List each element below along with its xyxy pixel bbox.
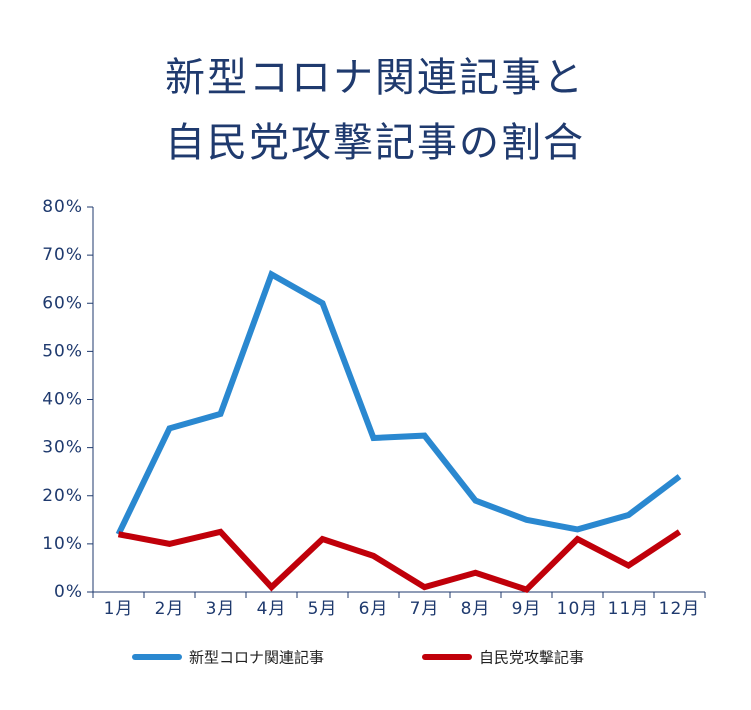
x-tick-label: 7月 <box>410 599 440 619</box>
y-tick-label: 20% <box>42 486 83 506</box>
y-tick-label: 80% <box>42 197 83 217</box>
x-tick-label: 2月 <box>155 599 185 619</box>
y-tick-label: 10% <box>42 534 83 554</box>
y-tick-label: 70% <box>42 245 83 265</box>
series-line <box>115 270 682 536</box>
x-tick-label: 11月 <box>608 599 650 619</box>
y-tick-label: 60% <box>42 293 83 313</box>
x-tick-label: 1月 <box>104 599 134 619</box>
x-tick-label: 10月 <box>557 599 599 619</box>
x-tick-label: 6月 <box>359 599 389 619</box>
x-tick-label: 5月 <box>308 599 338 619</box>
x-tick-label: 8月 <box>461 599 491 619</box>
y-tick-label: 40% <box>42 390 83 410</box>
x-tick-label: 12月 <box>659 599 701 619</box>
series-line <box>117 528 682 594</box>
chart-title: 自民党攻撃記事の割合 <box>165 120 585 166</box>
x-tick-label: 9月 <box>512 599 542 619</box>
x-tick-label: 4月 <box>257 599 287 619</box>
y-tick-label: 50% <box>42 341 83 361</box>
y-tick-label: 0% <box>54 582 83 602</box>
legend-label: 新型コロナ関連記事 <box>189 649 324 667</box>
y-tick-label: 30% <box>42 438 83 458</box>
chart-title: 新型コロナ関連記事と <box>165 55 585 101</box>
legend-label: 自民党攻撃記事 <box>479 649 584 667</box>
x-tick-label: 3月 <box>206 599 236 619</box>
